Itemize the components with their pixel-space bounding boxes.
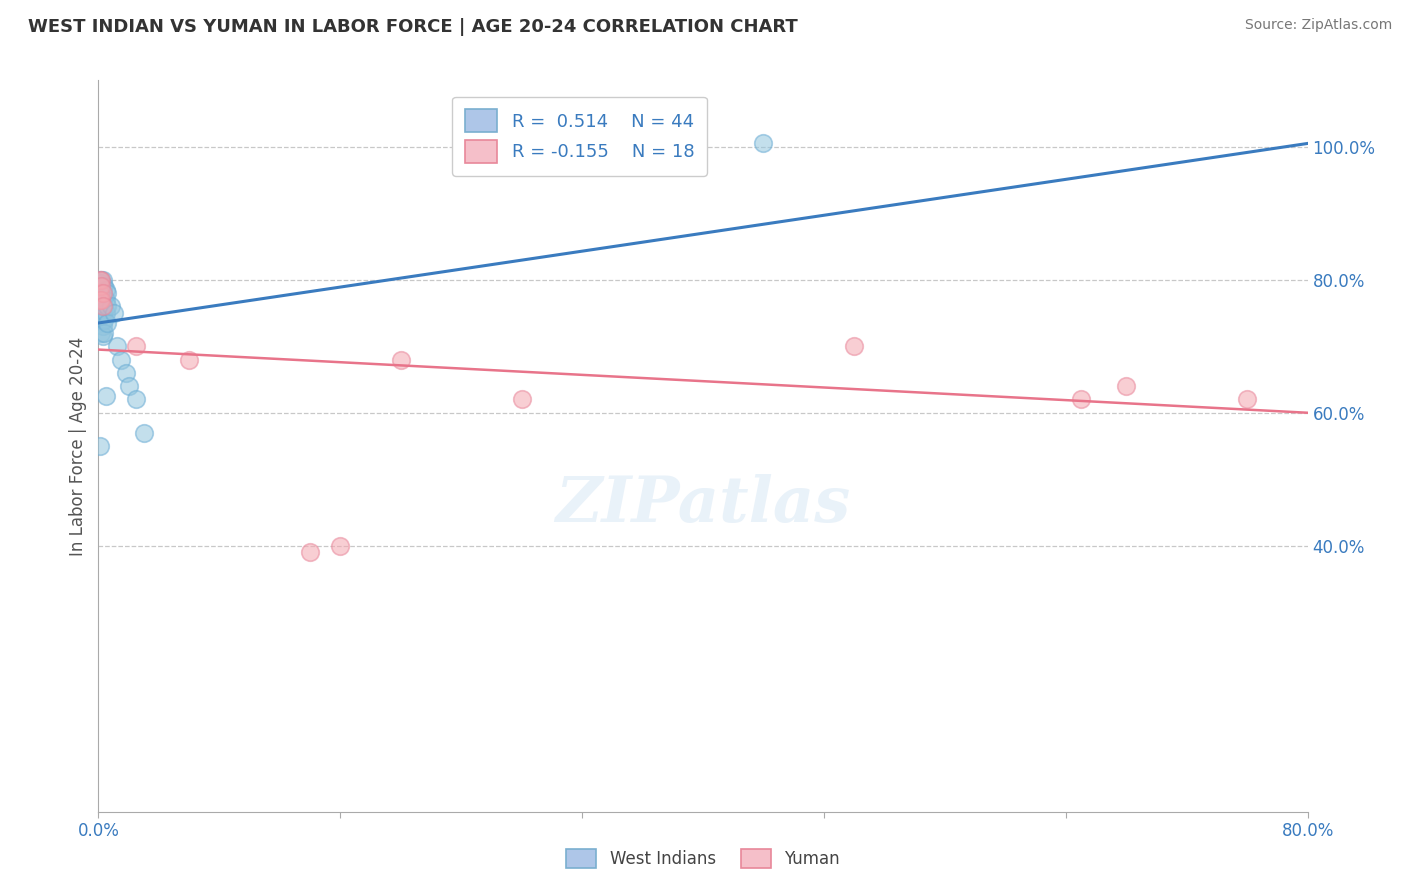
Point [89,439,111,453]
Point [1236,392,1258,407]
Point [89,283,111,297]
Point [93,326,115,340]
Point [96,299,118,313]
Point [91,329,114,343]
Point [93,279,115,293]
Point [89,273,111,287]
Point [510,392,533,407]
Legend: West Indians, Yuman: West Indians, Yuman [560,842,846,875]
Point [94,283,117,297]
Point [90,273,112,287]
Point [96,316,118,330]
Point [91,296,114,310]
Point [90,326,112,340]
Point [90,286,112,301]
Point [100,299,122,313]
Point [103,306,125,320]
Point [179,352,201,367]
Point [90,276,112,290]
Point [90,293,112,307]
Point [91,299,114,313]
Point [96,286,118,301]
Text: ZIPatlas: ZIPatlas [555,474,851,535]
Point [89,293,111,307]
Text: WEST INDIAN VS YUMAN IN LABOR FORCE | AGE 20-24 CORRELATION CHART: WEST INDIAN VS YUMAN IN LABOR FORCE | AG… [28,18,797,36]
Point [90,273,112,287]
Point [89,289,111,303]
Point [90,302,112,317]
Point [1115,379,1137,393]
Point [89,286,111,301]
Y-axis label: In Labor Force | Age 20-24: In Labor Force | Age 20-24 [69,336,87,556]
Point [94,306,117,320]
Point [93,312,115,326]
Point [89,293,111,307]
Point [94,293,117,307]
Point [125,392,148,407]
Point [89,299,111,313]
Point [93,289,115,303]
Point [89,276,111,290]
Point [329,539,352,553]
Point [91,279,114,293]
Point [389,352,412,367]
Point [110,352,132,367]
Point [105,339,128,353]
Point [91,286,114,301]
Point [93,299,115,313]
Point [1070,392,1092,407]
Point [114,366,136,380]
Point [132,425,155,440]
Text: Source: ZipAtlas.com: Source: ZipAtlas.com [1244,18,1392,32]
Point [94,389,117,403]
Point [125,339,148,353]
Point [118,379,141,393]
Point [844,339,866,353]
Point [90,279,112,293]
Point [299,545,322,559]
Point [91,319,114,334]
Point [90,316,112,330]
Legend: R =  0.514    N = 44, R = -0.155    N = 18: R = 0.514 N = 44, R = -0.155 N = 18 [453,96,707,176]
Point [752,136,775,151]
Point [90,289,112,303]
Point [91,273,114,287]
Point [91,289,114,303]
Point [89,273,111,287]
Point [91,306,114,320]
Point [90,310,112,324]
Point [90,296,112,310]
